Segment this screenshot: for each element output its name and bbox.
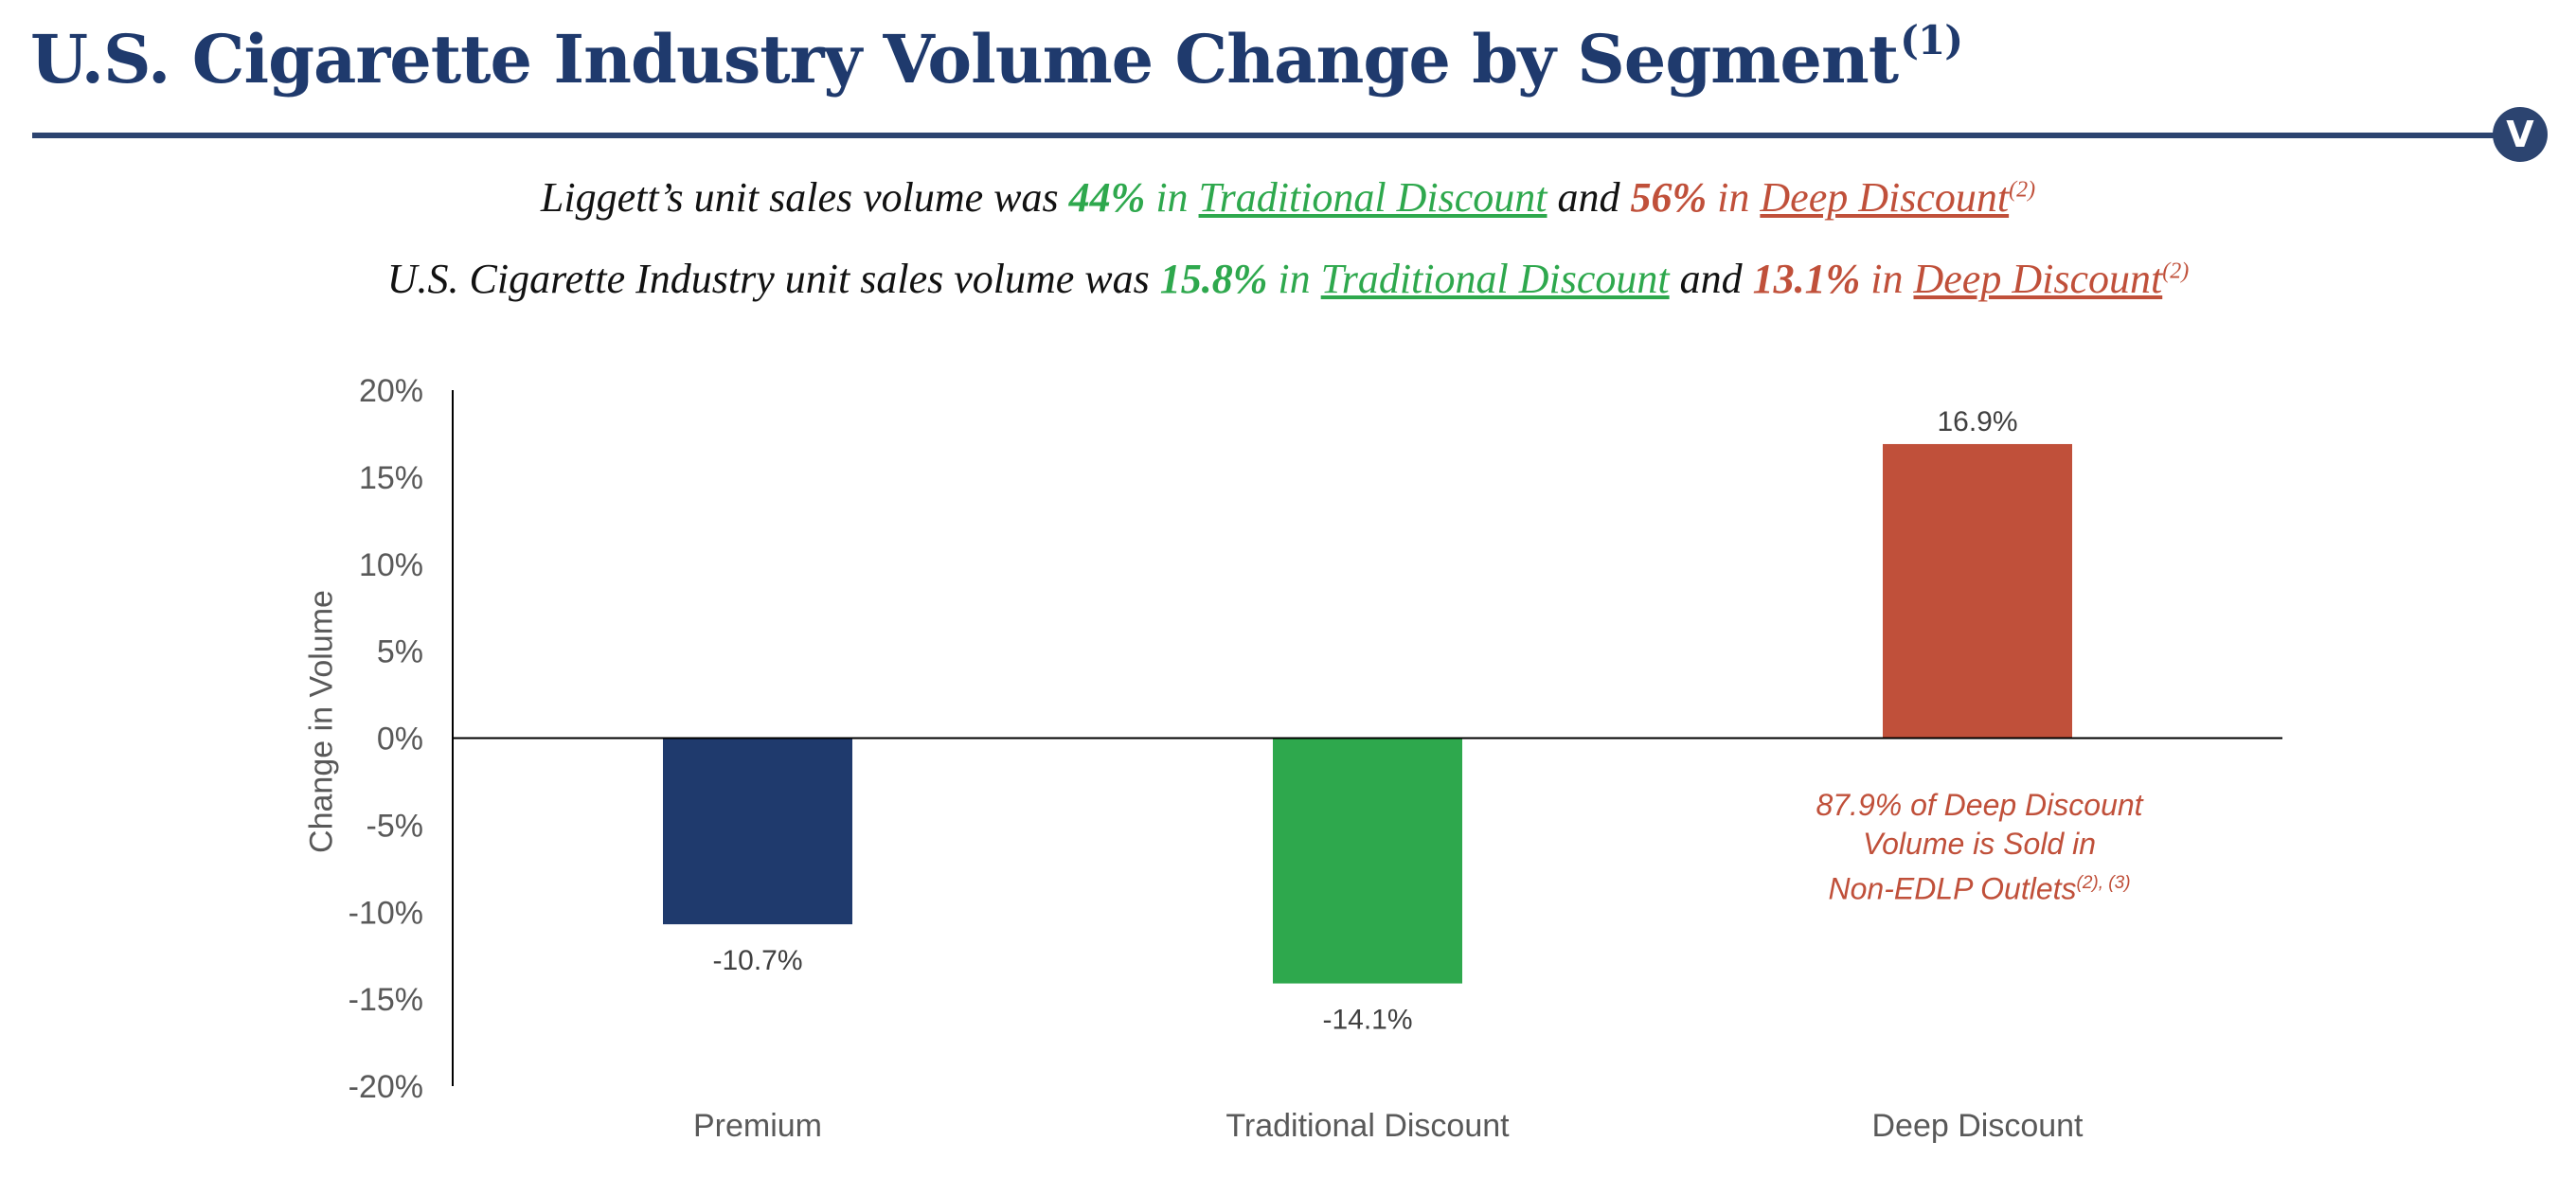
page-title: U.S. Cigarette Industry Volume Change by… — [30, 17, 1963, 98]
y-axis-title-text: Change in Volume — [303, 590, 340, 853]
subtitle-industry-text: U.S. Cigarette Industry unit sales volum… — [386, 256, 1160, 302]
company-logo: V — [2493, 107, 2548, 162]
liggett-deep-label: Deep Discount — [1760, 174, 2010, 221]
y-tick-label: 15% — [359, 460, 423, 496]
y-tick-label: 20% — [359, 373, 423, 409]
liggett-traditional-value: 44% — [1068, 174, 1146, 221]
subtitle-liggett-text: Liggett’s unit sales volume was — [540, 174, 1069, 221]
y-tick-label: -15% — [349, 982, 423, 1018]
subtitle-liggett-in1: in — [1145, 174, 1199, 221]
subtitle-liggett: Liggett’s unit sales volume was 44% in T… — [0, 173, 2576, 222]
industry-traditional-label: Traditional Discount — [1320, 256, 1670, 302]
y-tick-label: -20% — [349, 1069, 423, 1105]
annotation-line-3-text: Non-EDLP Outlets — [1828, 871, 2077, 906]
annotation-line-3: Non-EDLP Outlets(2), (3) — [1714, 864, 2245, 909]
annotation-line-1: 87.9% of Deep Discount — [1816, 788, 2143, 822]
bar-traditional-discount — [1273, 738, 1462, 984]
title-footnote: (1) — [1900, 17, 1963, 63]
subtitle-industry-and: and — [1669, 256, 1753, 302]
y-tick-label: -5% — [367, 808, 423, 844]
subtitle-liggett-and: and — [1547, 174, 1631, 221]
industry-traditional-value: 15.8% — [1159, 256, 1268, 302]
y-tick-label: 10% — [359, 547, 423, 583]
y-tick-label: 5% — [377, 634, 423, 670]
data-label: -10.7% — [712, 945, 802, 976]
title-text: U.S. Cigarette Industry Volume Change by… — [30, 20, 1899, 98]
industry-deep-label: Deep Discount — [1913, 256, 2163, 302]
annotation-footnote: (2), (3) — [2076, 873, 2131, 893]
bar-deep-discount — [1883, 443, 2072, 739]
annotation-line-2: Volume is Sold in — [1862, 827, 2097, 861]
data-label: -14.1% — [1322, 1005, 1412, 1036]
x-tick-label: Premium — [693, 1108, 822, 1144]
subtitle-industry: U.S. Cigarette Industry unit sales volum… — [0, 255, 2576, 303]
subtitle-industry-in2: in — [1860, 256, 1914, 302]
y-tick-label: -10% — [349, 895, 423, 931]
subtitle-industry-footnote: (2) — [2162, 259, 2190, 284]
title-rule — [32, 133, 2513, 138]
y-tick-label: 0% — [377, 722, 423, 758]
subtitle-industry-in1: in — [1267, 256, 1321, 302]
bar-premium — [663, 738, 852, 925]
x-tick-label: Traditional Discount — [1225, 1108, 1510, 1144]
x-tick-label: Deep Discount — [1871, 1108, 2084, 1144]
data-label: 16.9% — [1937, 406, 2017, 437]
subtitle-liggett-in2: in — [1707, 174, 1761, 221]
subtitle-liggett-footnote: (2) — [2009, 177, 2036, 203]
deep-discount-annotation: 87.9% of Deep Discount Volume is Sold in… — [1714, 786, 2245, 909]
liggett-traditional-label: Traditional Discount — [1198, 174, 1547, 221]
industry-deep-value: 13.1% — [1752, 256, 1861, 302]
liggett-deep-value: 56% — [1630, 174, 1708, 221]
